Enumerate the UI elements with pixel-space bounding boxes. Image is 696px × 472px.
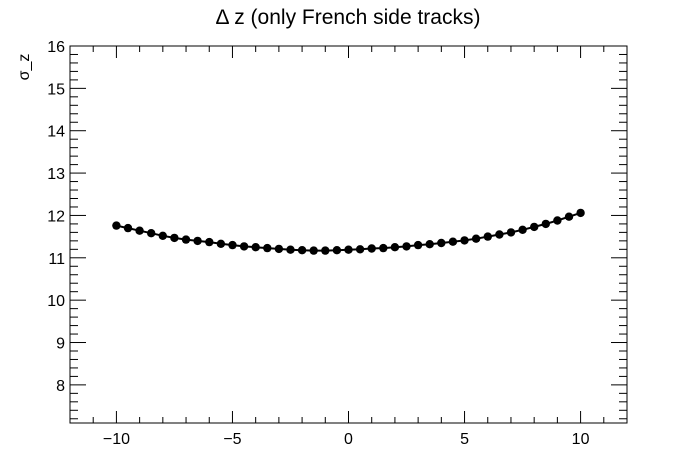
- y-tick-label: 10: [47, 293, 65, 310]
- y-tick-label: 11: [48, 251, 65, 268]
- data-point: [297, 246, 307, 255]
- data-point: [367, 244, 376, 253]
- data-point: [425, 240, 434, 249]
- data-point: [344, 245, 353, 254]
- data-point: [193, 236, 202, 246]
- data-point: [390, 243, 400, 252]
- y-tick-label: 16: [47, 39, 65, 56]
- data-point: [228, 240, 237, 250]
- x-tick-label: 0: [344, 431, 353, 448]
- data-point: [147, 229, 156, 238]
- y-tick-label: 14: [47, 124, 65, 141]
- data-point: [471, 234, 481, 243]
- y-tick-label: 12: [47, 208, 65, 225]
- data-point: [112, 221, 121, 230]
- x-tick-label: 10: [572, 431, 590, 448]
- data-point: [205, 237, 214, 247]
- x-tick-label: −5: [223, 431, 241, 448]
- data-point: [170, 233, 179, 243]
- data-point: [274, 244, 284, 254]
- y-axis-label: σ_z: [16, 54, 33, 81]
- chart-title: Δ z (only French side tracks): [216, 6, 481, 29]
- data-point: [530, 222, 539, 232]
- x-tick-label: 5: [460, 431, 469, 448]
- data-point: [309, 246, 318, 255]
- data-point: [158, 231, 167, 240]
- y-tick-label: 9: [56, 336, 65, 353]
- data-point: [181, 235, 191, 244]
- data-point: [576, 208, 585, 218]
- data-point: [564, 212, 574, 221]
- data-point: [239, 242, 249, 251]
- x-axis: −10 −5 0 5 10: [69, 46, 628, 448]
- data-point: [553, 216, 562, 225]
- data-point: [135, 226, 144, 235]
- data-point: [379, 243, 388, 253]
- data-point: [123, 223, 133, 233]
- data-point: [321, 246, 330, 255]
- series-layer: [112, 208, 585, 255]
- data-point: [448, 237, 458, 246]
- data-point: [541, 219, 550, 229]
- data-point: [413, 240, 423, 250]
- data-point: [286, 245, 295, 254]
- data-point: [355, 245, 365, 254]
- data-point: [518, 225, 527, 234]
- data-point: [402, 242, 411, 251]
- data-point: [437, 238, 446, 248]
- data-point: [506, 228, 516, 237]
- y-tick-label: 8: [56, 378, 65, 395]
- y-tick-label: 13: [47, 166, 65, 183]
- data-point: [495, 230, 504, 239]
- data-point: [263, 243, 272, 253]
- y-tick-label: 15: [47, 81, 65, 98]
- data-point: [483, 232, 492, 241]
- data-point: [216, 239, 226, 248]
- data-point: [460, 236, 469, 245]
- data-point: [251, 243, 260, 252]
- y-axis: 8 9 10 11 12 13 14 15 16: [47, 39, 627, 420]
- data-point: [332, 246, 342, 255]
- x-tick-label: −10: [103, 431, 130, 448]
